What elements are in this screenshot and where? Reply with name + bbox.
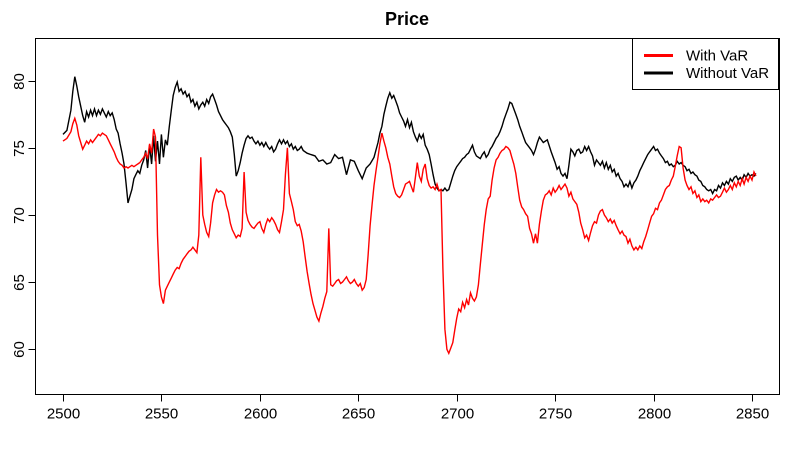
legend-label-without-var: Without VaR bbox=[686, 65, 769, 82]
series-lines bbox=[62, 76, 757, 356]
x-axis: 2500 2550 2600 2650 2700 2750 2800 2850 bbox=[47, 394, 769, 423]
y-axis: 60 65 70 75 80 bbox=[11, 73, 36, 358]
y-tick-label: 80 bbox=[11, 73, 28, 90]
series-line-without-var bbox=[62, 76, 757, 204]
y-tick-label: 60 bbox=[11, 341, 28, 358]
chart-title: Price bbox=[385, 9, 429, 29]
x-tick-label: 2600 bbox=[244, 406, 277, 423]
series-line-with-var bbox=[62, 116, 757, 356]
y-tick-label: 75 bbox=[11, 140, 28, 157]
x-tick-label: 2500 bbox=[47, 406, 80, 423]
x-tick-label: 2850 bbox=[736, 406, 769, 423]
x-tick-label: 2700 bbox=[441, 406, 474, 423]
x-tick-label: 2750 bbox=[539, 406, 572, 423]
legend: With VaR Without VaR bbox=[632, 38, 779, 90]
plot-area-border bbox=[35, 38, 780, 395]
legend-label-with-var: With VaR bbox=[686, 48, 748, 65]
legend-box bbox=[632, 38, 779, 90]
x-tick-label: 2550 bbox=[145, 406, 178, 423]
x-tick-label: 2650 bbox=[342, 406, 375, 423]
y-tick-label: 65 bbox=[11, 274, 28, 291]
x-tick-label: 2800 bbox=[638, 406, 671, 423]
y-tick-label: 70 bbox=[11, 207, 28, 224]
